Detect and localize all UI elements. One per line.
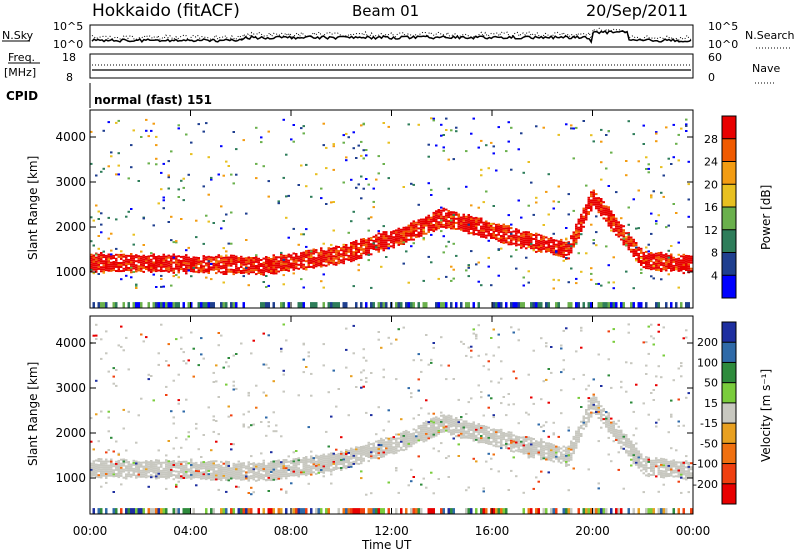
nave-tick-high: 60 [708,51,722,64]
colorbar-tick-label: 12 [704,224,718,237]
x-tick-label: 20:00 [575,524,610,538]
colorbar-swatch [722,161,736,185]
colorbar-swatch [722,423,736,444]
colorbar-swatch [722,322,736,343]
colorbar-tick-label: -15 [700,417,718,430]
x-tick-label: 00:00 [676,524,711,538]
power-ylabel: Slant Range [km] [26,156,40,260]
colorbar-swatch [722,402,736,424]
colorbar-tick-label: 15 [704,397,718,410]
colorbar-tick-label: 200 [697,336,718,349]
velocity-axes: 1000 2000 3000 4000 [55,336,693,485]
y-tick-label: 1000 [55,471,86,485]
beam-title: Beam 01 [352,2,419,20]
nsky-trace [91,29,692,44]
colorbar-tick-label: 50 [704,377,718,390]
x-tick-label: 12:00 [374,524,409,538]
freq-tick-high: 18 [62,51,76,64]
x-axis-label: Time UT [361,538,412,552]
freq-panel-frame [89,53,694,79]
colorbar-swatch [722,184,736,208]
colorbar-swatch [722,443,736,464]
velocity-heatmap [90,323,693,515]
x-tick-label: 16:00 [475,524,510,538]
freq-label: Freq. [8,51,35,64]
colorbar-swatch [722,275,736,299]
nsky-tick-high: 10^5 [53,20,83,33]
nsearch-label: N.Search [745,29,795,42]
y-tick-label: 3000 [55,381,86,395]
nsky-label: N.Sky [2,29,34,42]
x-axis: 00:00 04:00 08:00 12:00 16:00 20:00 00:00 [73,110,711,538]
colorbar-tick-label: 100 [697,356,718,369]
nsky-tick-low: 10^0 [53,38,83,51]
colorbar-swatch [722,483,736,504]
freq-tick-low: 8 [66,71,73,84]
y-tick-label: 2000 [55,426,86,440]
y-tick-label: 1000 [55,265,86,279]
velocity-ylabel: Slant Range [km] [26,362,40,466]
colorbar-tick-label: 16 [704,201,718,214]
colorbar-swatch [722,138,736,162]
x-tick-label: 00:00 [73,524,108,538]
colorbar-swatch [722,382,736,403]
station-title: Hokkaido (fitACF) [92,1,240,21]
colorbar-tick-label: 4 [711,269,718,282]
x-tick-label: 08:00 [274,524,309,538]
colorbar-tick-label: -100 [693,458,718,471]
velocity-colorbar-label: Velocity [m s⁻¹] [759,369,773,462]
colorbar-tick-label: 20 [704,178,718,191]
x-tick-label: 04:00 [173,524,208,538]
velocity-colorbar: 200 100 50 15 -15 -50 -100 -200 [693,321,737,505]
colorbar-tick-label: 8 [711,247,718,260]
colorbar-swatch [722,229,736,253]
nsearch-tick-high: 10^5 [708,20,738,33]
colorbar-tick-label: -200 [693,478,718,491]
colorbar-swatch [722,342,736,363]
nave-label: Nave [752,62,780,75]
freq-unit: [MHz] [4,66,36,79]
colorbar-tick-label: 28 [704,133,718,146]
cpid-value: normal (fast) 151 [94,93,212,107]
nsky-panel-frame [89,24,694,48]
power-heatmap [90,117,693,309]
colorbar-swatch [722,362,736,383]
colorbar-tick-label: 24 [704,156,718,169]
power-colorbar-label: Power [dB] [759,185,773,250]
power-axes: 1000 2000 3000 4000 [55,130,693,279]
nsearch-trace [91,27,692,41]
cpid-label: CPID [6,89,38,103]
colorbar-swatch [722,252,736,276]
date-title: 20/Sep/2011 [586,1,688,20]
power-colorbar: 4 8 12 16 20 24 28 [704,115,737,299]
y-tick-label: 2000 [55,220,86,234]
y-tick-label: 3000 [55,175,86,189]
colorbar-swatch [722,463,736,484]
y-tick-label: 4000 [55,130,86,144]
colorbar-tick-label: -50 [700,437,718,450]
y-tick-label: 4000 [55,336,86,350]
nave-tick-low: 0 [708,71,715,84]
colorbar-swatch [722,207,736,230]
colorbar-swatch [722,116,736,139]
nsearch-tick-low: 10^0 [708,38,738,51]
